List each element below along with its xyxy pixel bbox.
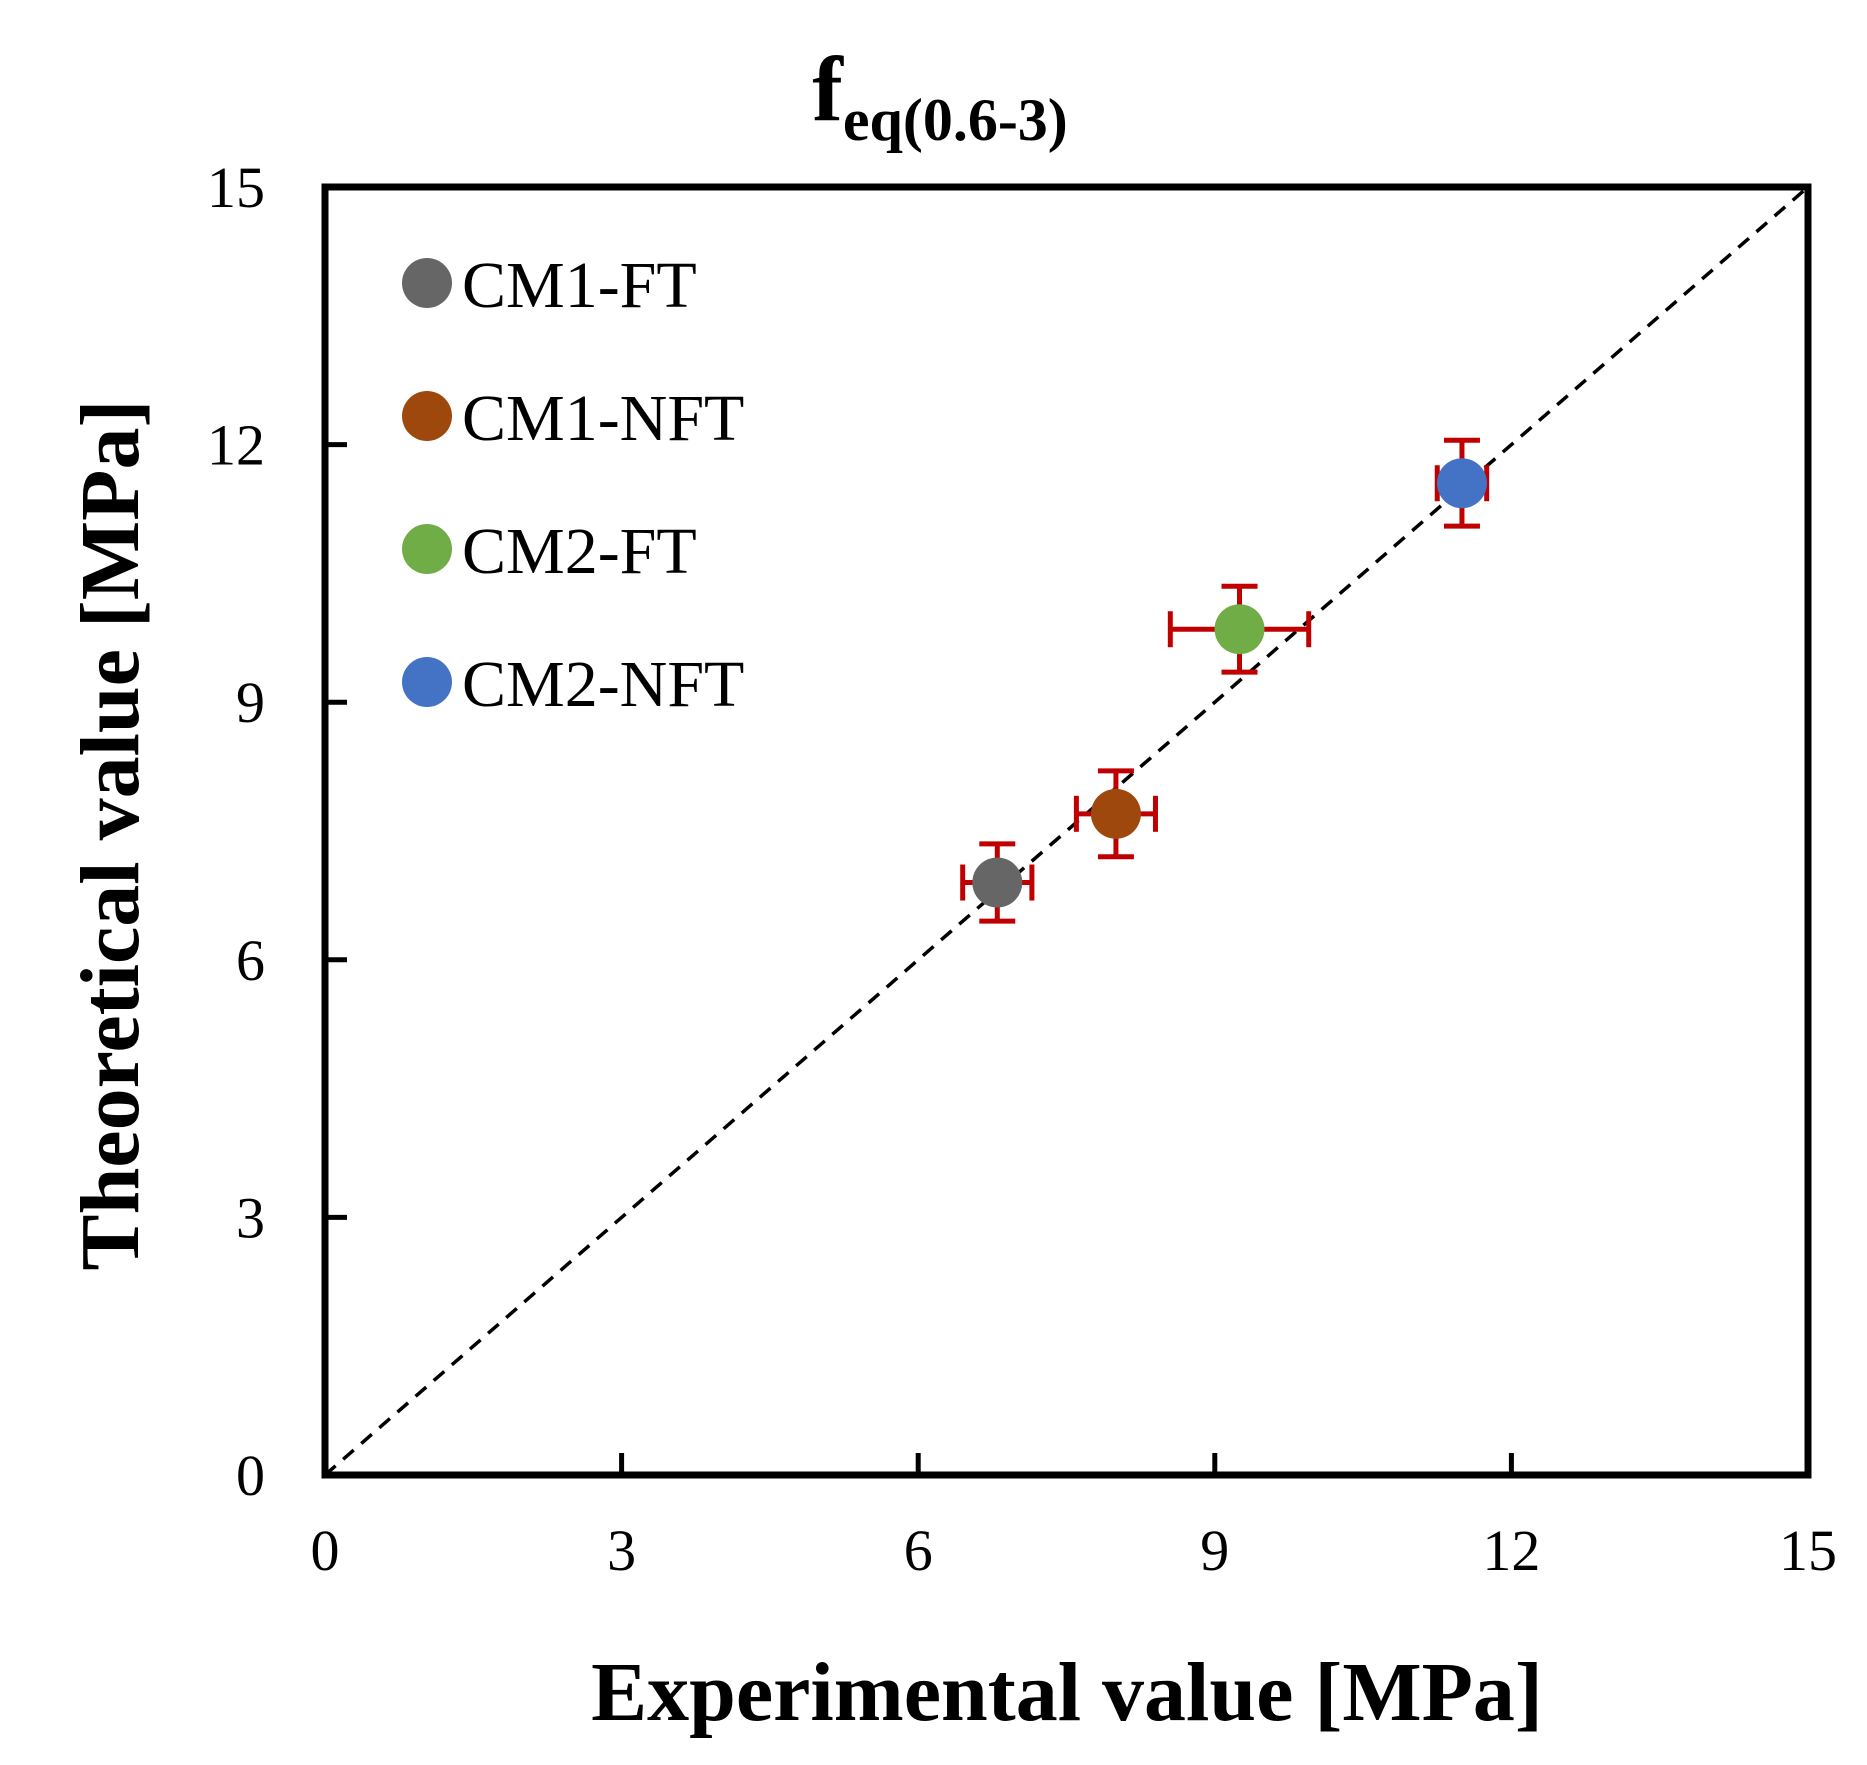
chart-title-main: f bbox=[812, 38, 844, 140]
x-tick-label: 0 bbox=[311, 1518, 340, 1583]
y-tick-label: 0 bbox=[236, 1443, 265, 1508]
legend-marker bbox=[402, 391, 452, 441]
y-tick-label: 12 bbox=[207, 413, 265, 478]
legend-item-cm1-ft: CM1-FT bbox=[402, 249, 697, 322]
y-axis-title: Theoretical value [MPa] bbox=[64, 400, 157, 1271]
y-tick-label: 15 bbox=[207, 155, 265, 220]
y-tick-label: 6 bbox=[236, 928, 265, 993]
legend: CM1-FT CM1-NFT CM2-FT CM2-NFT bbox=[402, 249, 744, 721]
chart-title-subscript: eq(0.6-3) bbox=[843, 87, 1068, 153]
legend-item-cm2-ft: CM2-FT bbox=[402, 515, 697, 588]
data-point-cm2-ft bbox=[1214, 604, 1265, 655]
x-axis-title: Experimental value [MPa] bbox=[591, 1646, 1543, 1739]
x-tick-label: 3 bbox=[607, 1518, 636, 1583]
x-tick-label: 6 bbox=[904, 1518, 933, 1583]
x-tick-labels: 0 3 6 9 12 15 bbox=[311, 1518, 1838, 1583]
legend-label: CM2-NFT bbox=[462, 648, 744, 721]
data-point-cm1-ft bbox=[972, 857, 1023, 908]
legend-marker bbox=[402, 258, 452, 308]
legend-label: CM1-FT bbox=[462, 249, 697, 322]
legend-marker bbox=[402, 657, 452, 707]
legend-item-cm2-nft: CM2-NFT bbox=[402, 648, 744, 721]
x-tick-label: 9 bbox=[1200, 1518, 1229, 1583]
data-point-cm2-nft bbox=[1436, 458, 1487, 509]
data-point-cm1-nft bbox=[1090, 788, 1141, 839]
x-tick-label: 15 bbox=[1779, 1518, 1837, 1583]
data-points bbox=[972, 458, 1487, 908]
chart-title: feq(0.6-3) bbox=[812, 38, 1068, 153]
y-tick-label: 3 bbox=[236, 1185, 265, 1250]
legend-marker bbox=[402, 524, 452, 574]
x-tick-label: 12 bbox=[1482, 1518, 1540, 1583]
y-tick-label: 9 bbox=[236, 670, 265, 735]
legend-label: CM2-FT bbox=[462, 515, 697, 588]
legend-item-cm1-nft: CM1-NFT bbox=[402, 382, 744, 455]
reference-line bbox=[323, 185, 1810, 1477]
y-tick-labels: 0 3 6 9 12 15 bbox=[207, 155, 265, 1508]
plot-frame bbox=[321, 183, 1812, 1479]
error-bars bbox=[960, 437, 1490, 924]
axis-ticks bbox=[325, 442, 1514, 1475]
legend-label: CM1-NFT bbox=[462, 382, 744, 455]
